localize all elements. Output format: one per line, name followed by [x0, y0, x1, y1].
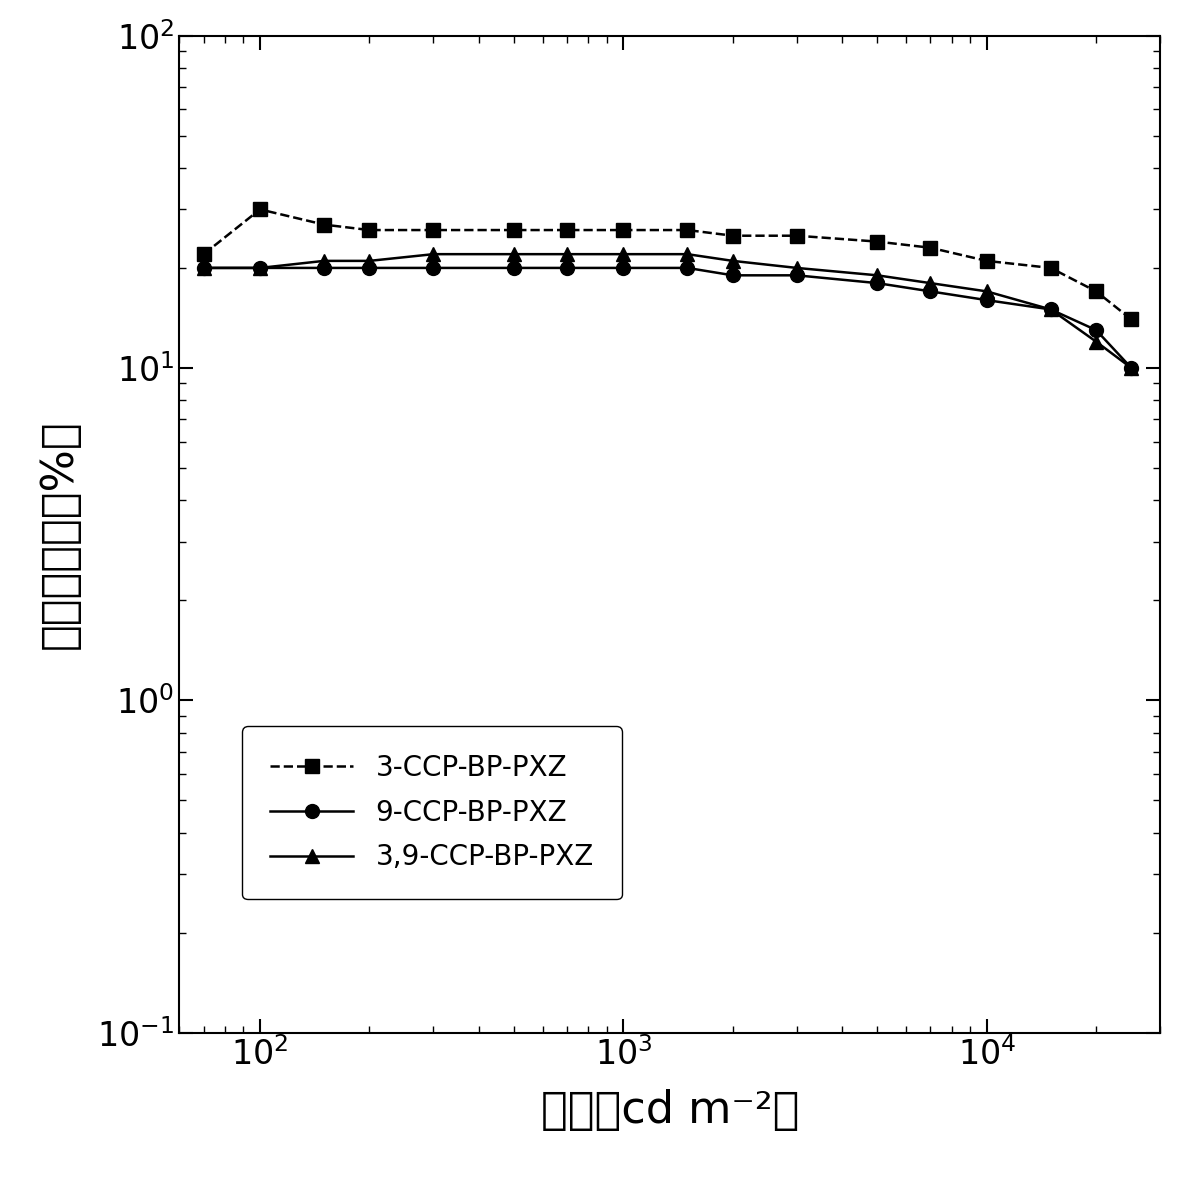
9-CCP-BP-PXZ	[507, 261, 521, 275]
3,9-CCP-BP-PXZ	[507, 247, 521, 261]
9-CCP-BP-PXZ	[560, 261, 574, 275]
Line: 3-CCP-BP-PXZ: 3-CCP-BP-PXZ	[197, 203, 1139, 326]
3-CCP-BP-PXZ	[317, 217, 331, 231]
3,9-CCP-BP-PXZ	[1044, 303, 1058, 317]
3,9-CCP-BP-PXZ	[426, 247, 440, 261]
3,9-CCP-BP-PXZ	[1090, 335, 1104, 349]
3-CCP-BP-PXZ	[560, 223, 574, 237]
X-axis label: 亮度（cd m⁻²）: 亮度（cd m⁻²）	[541, 1088, 799, 1132]
3,9-CCP-BP-PXZ	[923, 277, 938, 291]
3,9-CCP-BP-PXZ	[196, 261, 210, 275]
9-CCP-BP-PXZ	[980, 293, 994, 307]
Y-axis label: 外量子效率（%）: 外量子效率（%）	[38, 419, 81, 649]
3,9-CCP-BP-PXZ	[362, 254, 377, 268]
9-CCP-BP-PXZ	[196, 261, 210, 275]
3-CCP-BP-PXZ	[681, 223, 695, 237]
9-CCP-BP-PXZ	[726, 268, 740, 283]
9-CCP-BP-PXZ	[426, 261, 440, 275]
3-CCP-BP-PXZ	[252, 202, 267, 216]
3,9-CCP-BP-PXZ	[789, 261, 804, 275]
3,9-CCP-BP-PXZ	[871, 268, 885, 283]
9-CCP-BP-PXZ	[1090, 323, 1104, 337]
Line: 3,9-CCP-BP-PXZ: 3,9-CCP-BP-PXZ	[197, 247, 1139, 375]
9-CCP-BP-PXZ	[616, 261, 630, 275]
9-CCP-BP-PXZ	[923, 284, 938, 298]
3-CCP-BP-PXZ	[726, 229, 740, 243]
9-CCP-BP-PXZ	[317, 261, 331, 275]
3,9-CCP-BP-PXZ	[560, 247, 574, 261]
3-CCP-BP-PXZ	[362, 223, 377, 237]
3-CCP-BP-PXZ	[1124, 312, 1139, 326]
3-CCP-BP-PXZ	[789, 229, 804, 243]
3-CCP-BP-PXZ	[426, 223, 440, 237]
9-CCP-BP-PXZ	[1044, 303, 1058, 317]
9-CCP-BP-PXZ	[1124, 361, 1139, 375]
Legend: 3-CCP-BP-PXZ, 9-CCP-BP-PXZ, 3,9-CCP-BP-PXZ: 3-CCP-BP-PXZ, 9-CCP-BP-PXZ, 3,9-CCP-BP-P…	[243, 726, 622, 899]
9-CCP-BP-PXZ	[252, 261, 267, 275]
9-CCP-BP-PXZ	[362, 261, 377, 275]
9-CCP-BP-PXZ	[681, 261, 695, 275]
3-CCP-BP-PXZ	[980, 254, 994, 268]
3,9-CCP-BP-PXZ	[1124, 361, 1139, 375]
3,9-CCP-BP-PXZ	[681, 247, 695, 261]
9-CCP-BP-PXZ	[789, 268, 804, 283]
3-CCP-BP-PXZ	[616, 223, 630, 237]
Line: 9-CCP-BP-PXZ: 9-CCP-BP-PXZ	[197, 261, 1139, 375]
3-CCP-BP-PXZ	[871, 235, 885, 249]
3,9-CCP-BP-PXZ	[616, 247, 630, 261]
3-CCP-BP-PXZ	[1090, 284, 1104, 298]
3-CCP-BP-PXZ	[923, 241, 938, 255]
3,9-CCP-BP-PXZ	[726, 254, 740, 268]
3,9-CCP-BP-PXZ	[252, 261, 267, 275]
3,9-CCP-BP-PXZ	[317, 254, 331, 268]
3-CCP-BP-PXZ	[507, 223, 521, 237]
9-CCP-BP-PXZ	[871, 277, 885, 291]
3,9-CCP-BP-PXZ	[980, 284, 994, 298]
3-CCP-BP-PXZ	[1044, 261, 1058, 275]
3-CCP-BP-PXZ	[196, 247, 210, 261]
